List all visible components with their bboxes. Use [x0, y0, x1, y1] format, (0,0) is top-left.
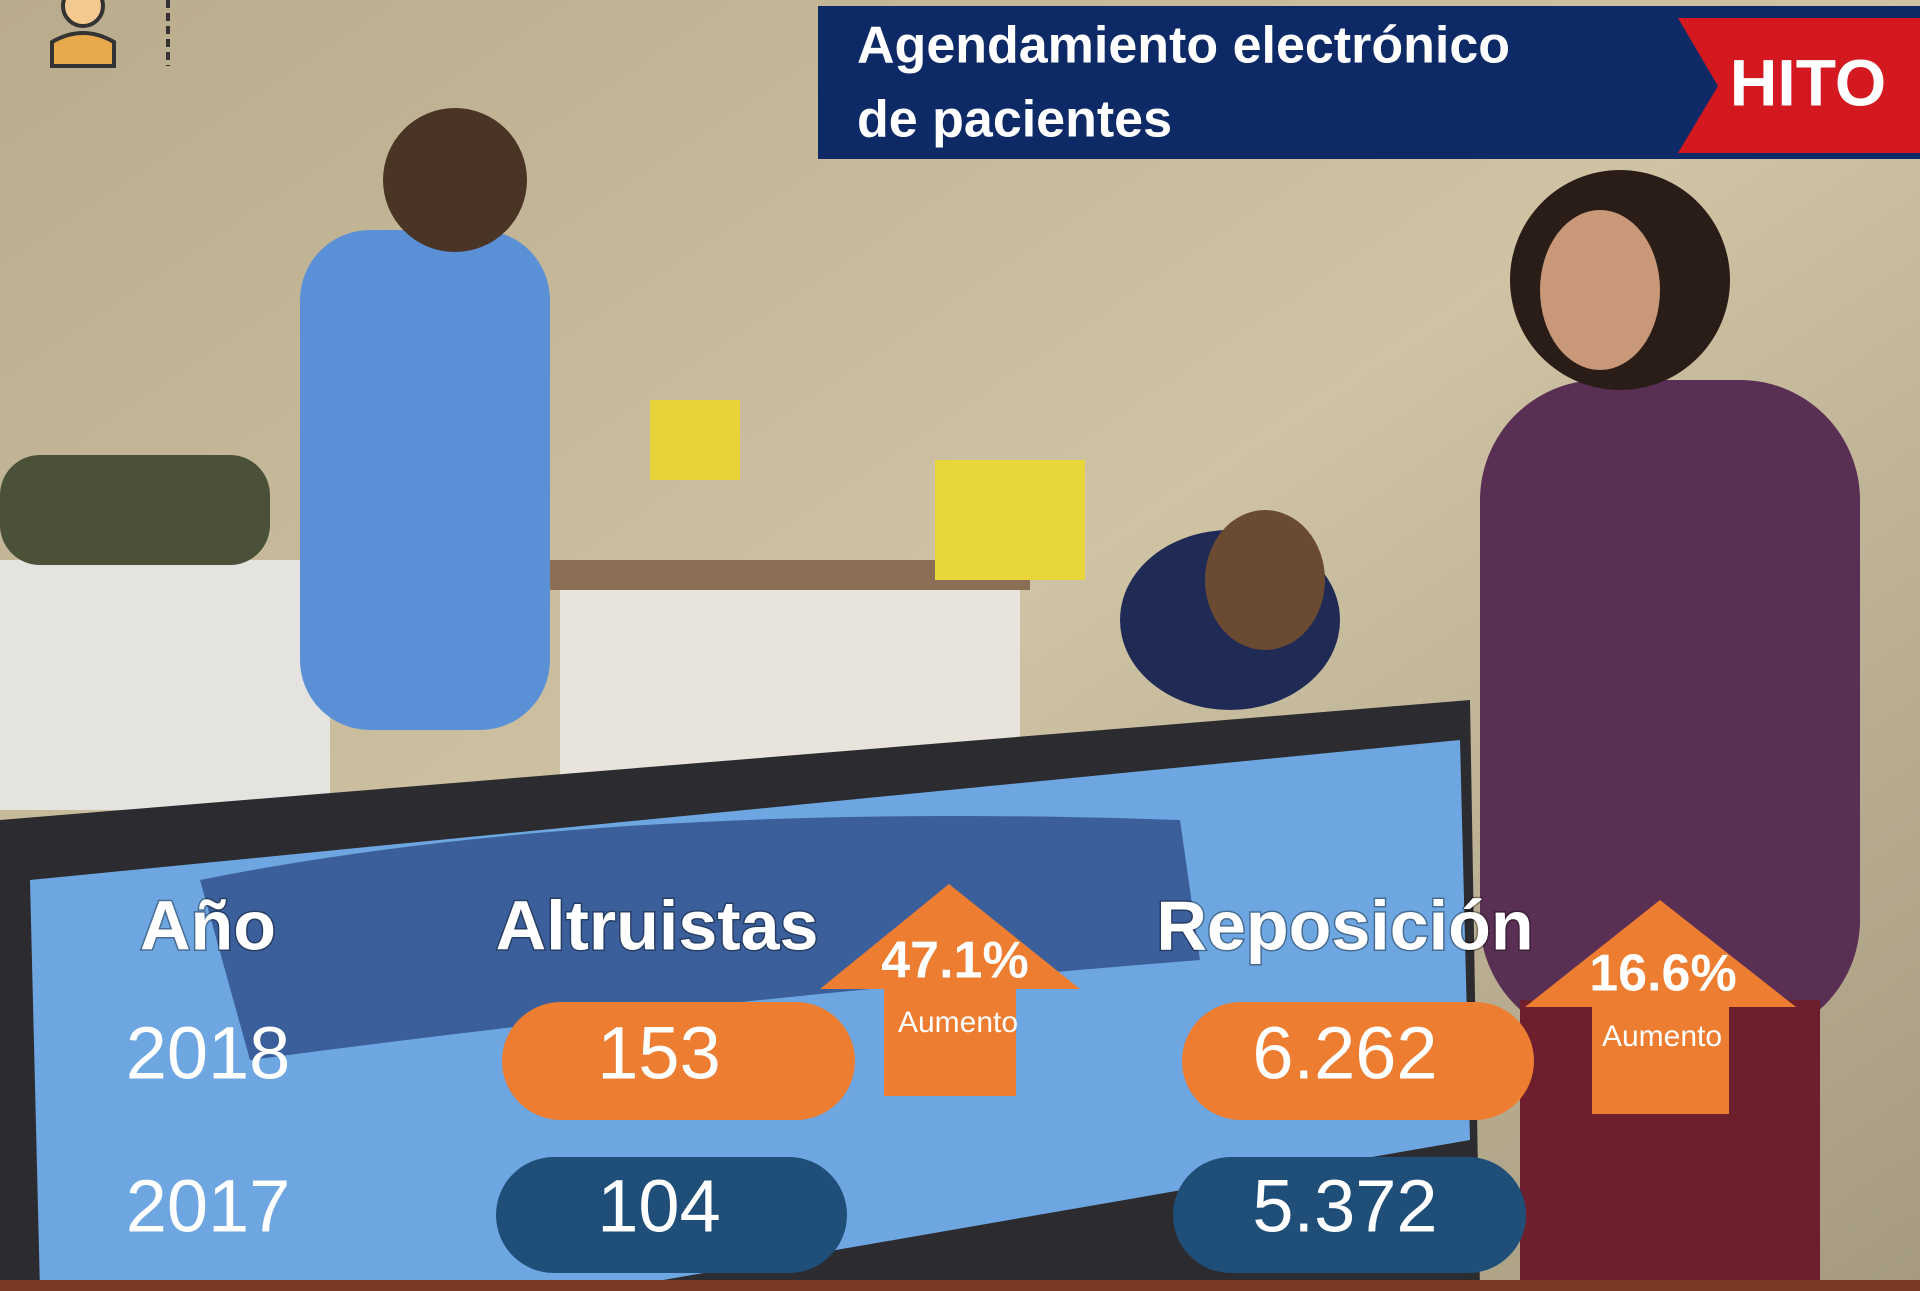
- cell: 104: [597, 1165, 720, 1248]
- title-line: Agendamiento electrónico: [857, 17, 1510, 75]
- column-header: Reposición: [1156, 886, 1533, 964]
- increase-label: Aumento: [898, 1006, 1018, 1039]
- year: 2018: [126, 1012, 291, 1095]
- increase-label: Aumento: [1602, 1020, 1722, 1053]
- increase-value: 16.6%: [1589, 945, 1736, 1003]
- cell: 5.372: [1252, 1165, 1437, 1248]
- column-header: Altruistas: [496, 886, 819, 964]
- title-line: de pacientes: [857, 91, 1172, 149]
- badge-text: HITO: [1730, 45, 1886, 119]
- cell: 6.262: [1252, 1012, 1437, 1095]
- cell: 153: [597, 1012, 720, 1095]
- slide: Agendamiento electrónico de pacientes HI…: [0, 0, 1920, 1291]
- year: 2017: [126, 1165, 291, 1248]
- increase-value: 47.1%: [881, 932, 1028, 990]
- page: Agendamiento electrónico de pacientes HI…: [0, 0, 1920, 1291]
- column-header: Año: [140, 886, 276, 964]
